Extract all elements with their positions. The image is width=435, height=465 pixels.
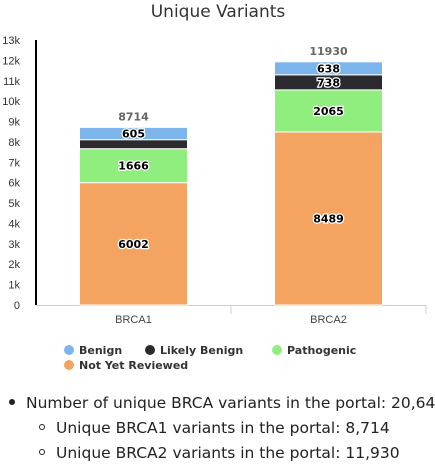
bar-total-label: 8714 [118, 110, 149, 123]
bar-segment [79, 182, 188, 306]
category-label: BRCA1 [115, 314, 152, 326]
bar-segment [79, 126, 188, 141]
legend-marker [145, 345, 155, 355]
segment-value-label: 2065 [313, 105, 344, 118]
summary-brca2: Unique BRCA2 variants in the portal: 11,… [39, 444, 400, 462]
y-tick-label: 6k [8, 178, 20, 190]
legend-marker [64, 360, 74, 370]
stacked-bar-chart: Unique Variants 0 1k 2k 3k 4k 5k 6k 7k 8k 9k 10k 11… [2, 2, 427, 372]
legend-label: Benign [79, 344, 122, 357]
y-tick-label: 9k [8, 117, 20, 129]
summary-total: Number of unique BRCA variants in the po… [9, 394, 435, 412]
bar-segment [274, 89, 383, 133]
bar-total-label: 11930 [309, 45, 348, 58]
y-tick-label: 2k [8, 259, 20, 271]
bar-segment [79, 148, 188, 184]
legend-label: Likely Benign [160, 344, 243, 357]
bar-segment [79, 139, 188, 150]
segment-value-label: 8489 [313, 212, 344, 225]
bullet-ring-icon [39, 423, 45, 430]
y-tick-label: 0 [14, 300, 20, 312]
y-tick-label: 4k [8, 218, 20, 230]
y-tick-label: 13k [2, 35, 20, 47]
y-tick-label: 8k [8, 137, 20, 149]
legend-label: Not Yet Reviewed [79, 359, 188, 372]
y-tick-label: 11k [3, 76, 20, 88]
legend-marker [272, 345, 282, 355]
segment-value-label: 738 [317, 76, 340, 89]
y-tick-label: 10k [2, 96, 20, 108]
summary-total-text: Number of unique BRCA variants in the po… [26, 394, 435, 412]
bar-segment [274, 61, 383, 76]
legend-marker [64, 345, 74, 355]
category-label: BRCA2 [310, 314, 347, 326]
legend: Benign Likely Benign Pathogenic Not Yet Rev… [64, 344, 356, 372]
y-tick-label: 1k [8, 280, 20, 292]
segment-value-label: 638 [317, 62, 340, 75]
chart-title: Unique Variants [151, 2, 286, 22]
y-tick-label: 3k [8, 239, 20, 251]
segment-value-label: 605 [122, 128, 145, 141]
legend-label: Pathogenic [287, 344, 356, 357]
y-tick-label: 7k [8, 157, 20, 169]
bar-segment [274, 131, 383, 306]
segment-value-label: 6002 [118, 238, 149, 251]
segment-value-label: 1666 [118, 160, 149, 173]
summary-brca1: Unique BRCA1 variants in the portal: 8,7… [39, 419, 390, 437]
axes: 0 1k 2k 3k 4k 5k 6k 7k 8k 9k 10k 11k 12k 13k [2, 35, 427, 314]
bullet-icon [9, 398, 15, 405]
bullet-ring-icon [39, 448, 45, 455]
y-tick-label: 5k [8, 198, 20, 210]
summary-brca1-text: Unique BRCA1 variants in the portal: 8,7… [56, 419, 390, 437]
y-tick-label: 12k [2, 55, 20, 67]
summary-brca2-text: Unique BRCA2 variants in the portal: 11,… [56, 444, 400, 462]
